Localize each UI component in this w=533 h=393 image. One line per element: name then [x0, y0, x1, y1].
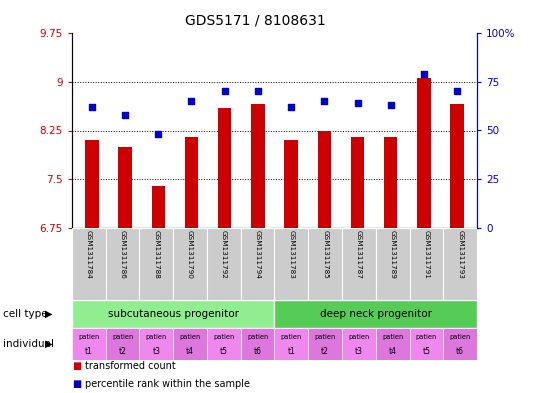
Bar — [72, 300, 274, 328]
Bar — [173, 328, 207, 360]
Text: ■: ■ — [72, 379, 81, 389]
Point — [154, 131, 163, 138]
Bar — [207, 328, 241, 360]
Text: GSM1311786: GSM1311786 — [119, 230, 126, 279]
Text: GSM1311790: GSM1311790 — [187, 230, 193, 279]
Text: GSM1311793: GSM1311793 — [457, 230, 463, 279]
Text: GSM1311785: GSM1311785 — [322, 230, 328, 279]
Bar — [285, 140, 298, 228]
Text: t4: t4 — [389, 347, 397, 356]
Text: t1: t1 — [287, 347, 295, 356]
Bar — [274, 328, 308, 360]
Text: ▶: ▶ — [45, 339, 53, 349]
Text: patien: patien — [146, 334, 167, 340]
Bar — [241, 228, 274, 300]
Text: subcutaneous progenitor: subcutaneous progenitor — [108, 309, 239, 319]
Text: GDS5171 / 8108631: GDS5171 / 8108631 — [185, 14, 326, 28]
Bar — [351, 137, 364, 228]
Text: percentile rank within the sample: percentile rank within the sample — [85, 379, 251, 389]
Text: GSM1311791: GSM1311791 — [423, 230, 430, 279]
Bar — [251, 105, 264, 228]
Bar — [308, 228, 342, 300]
Text: GSM1311787: GSM1311787 — [356, 230, 362, 279]
Bar — [118, 147, 132, 228]
Bar — [274, 228, 308, 300]
Text: t5: t5 — [220, 347, 228, 356]
Text: ▶: ▶ — [45, 309, 53, 319]
Bar — [443, 328, 477, 360]
Text: deep neck progenitor: deep neck progenitor — [320, 309, 432, 319]
Text: t5: t5 — [422, 347, 431, 356]
Text: t6: t6 — [456, 347, 464, 356]
Bar — [185, 137, 198, 228]
Point — [353, 100, 362, 107]
Bar — [450, 105, 464, 228]
Bar — [218, 108, 231, 228]
Text: transformed count: transformed count — [85, 362, 176, 371]
Text: patien: patien — [281, 334, 302, 340]
Point — [87, 104, 96, 110]
Bar — [417, 79, 431, 228]
Bar — [274, 300, 477, 328]
Text: t2: t2 — [119, 347, 126, 356]
Text: patien: patien — [213, 334, 235, 340]
Bar — [384, 137, 397, 228]
Point — [320, 98, 328, 105]
Text: patien: patien — [247, 334, 268, 340]
Text: t3: t3 — [355, 347, 363, 356]
Point — [121, 112, 130, 118]
Text: patien: patien — [382, 334, 403, 340]
Bar — [140, 228, 173, 300]
Bar — [409, 328, 443, 360]
Point — [386, 102, 395, 108]
Point — [287, 104, 295, 110]
Point — [419, 71, 428, 77]
Point — [221, 88, 229, 95]
Text: GSM1311784: GSM1311784 — [86, 230, 92, 279]
Bar — [376, 228, 409, 300]
Text: patien: patien — [112, 334, 133, 340]
Bar — [106, 328, 140, 360]
Text: individual: individual — [3, 339, 54, 349]
Text: t2: t2 — [321, 347, 329, 356]
Bar — [342, 228, 376, 300]
Bar — [342, 328, 376, 360]
Text: GSM1311788: GSM1311788 — [154, 230, 159, 279]
Text: GSM1311789: GSM1311789 — [390, 230, 395, 279]
Point — [453, 88, 462, 95]
Bar — [72, 328, 106, 360]
Text: patien: patien — [416, 334, 437, 340]
Bar — [152, 186, 165, 228]
Text: patien: patien — [449, 334, 471, 340]
Text: t1: t1 — [85, 347, 93, 356]
Text: patien: patien — [348, 334, 369, 340]
Bar — [85, 140, 99, 228]
Text: patien: patien — [78, 334, 100, 340]
Text: GSM1311783: GSM1311783 — [288, 230, 294, 279]
Text: ■: ■ — [72, 362, 81, 371]
Bar — [72, 228, 106, 300]
Point — [187, 98, 196, 105]
Bar — [173, 228, 207, 300]
Text: patien: patien — [180, 334, 201, 340]
Bar — [376, 328, 409, 360]
Bar — [106, 228, 140, 300]
Bar — [443, 228, 477, 300]
Text: patien: patien — [314, 334, 336, 340]
Point — [254, 88, 262, 95]
Text: t6: t6 — [254, 347, 262, 356]
Text: GSM1311792: GSM1311792 — [221, 230, 227, 279]
Bar — [241, 328, 274, 360]
Text: t4: t4 — [186, 347, 194, 356]
Text: t3: t3 — [152, 347, 160, 356]
Bar — [308, 328, 342, 360]
Bar — [409, 228, 443, 300]
Bar — [318, 130, 331, 228]
Text: GSM1311794: GSM1311794 — [255, 230, 261, 279]
Bar — [207, 228, 241, 300]
Bar — [140, 328, 173, 360]
Text: cell type: cell type — [3, 309, 47, 319]
